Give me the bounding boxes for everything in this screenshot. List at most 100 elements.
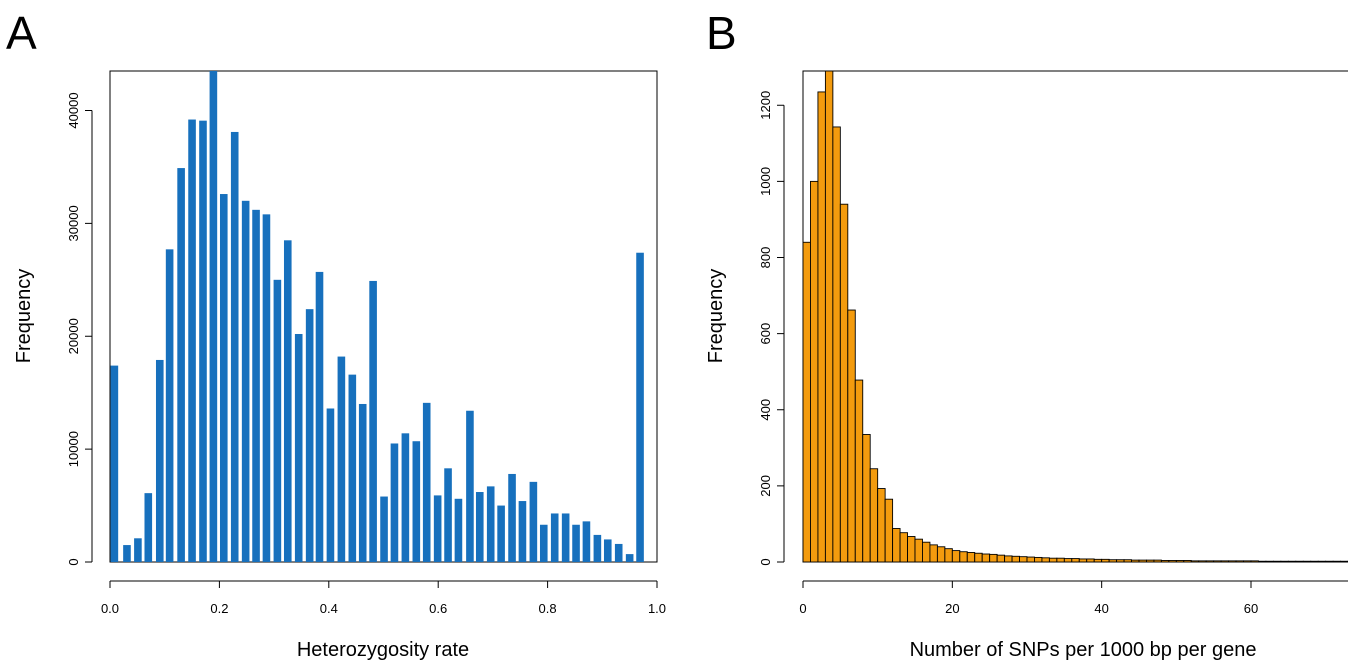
panel-b-bar	[1228, 560, 1237, 563]
panel-b-bar	[1243, 560, 1252, 563]
panel-a-bar	[486, 486, 495, 562]
panel-b-bar	[1272, 560, 1282, 563]
panel-a-bar	[326, 408, 335, 562]
panel-b-y-tick-label: 400	[758, 399, 773, 421]
panel-b-bar	[884, 498, 894, 563]
panel-b-bar	[1280, 560, 1289, 563]
panel-b-y-tick-label: 600	[758, 323, 773, 345]
panel-b-bar	[1198, 560, 1207, 563]
panel-a-bar	[572, 524, 580, 562]
panel-a-bar	[144, 493, 153, 562]
panel-b-bar	[951, 550, 961, 563]
panel-a-bar	[199, 120, 207, 562]
panel-a-bar	[412, 441, 421, 562]
panel-b-bar	[869, 468, 879, 563]
panel-b-bar	[1160, 560, 1170, 563]
panel-b-x-tick-label: 40	[1094, 601, 1108, 616]
panel-b-letter: B	[706, 7, 737, 59]
panel-a-bar	[209, 71, 218, 562]
panel-b-bar	[1146, 559, 1155, 563]
panel-b-y-axis: 0 200 400 600 800 1000 1200	[758, 91, 785, 566]
panel-a-bar	[337, 356, 346, 562]
panel-b-bar	[1205, 560, 1215, 563]
panel-a-bar	[444, 468, 452, 562]
panel-a-bar	[550, 513, 559, 562]
panel-a-bar	[614, 543, 623, 562]
panel-b-bar	[1310, 560, 1319, 563]
panel-a-x-tick-label: 0.0	[101, 601, 119, 616]
panel-a-bar	[508, 473, 516, 562]
panel-a-bar	[294, 333, 303, 562]
panel-a-bar	[497, 505, 505, 562]
panel-b-bar	[1220, 560, 1230, 563]
panel-b-x-tick-label: 20	[945, 601, 959, 616]
panel-a-bar	[603, 539, 612, 562]
panel-b-x-axis: 0 20 40 60	[799, 580, 1348, 616]
panel-a-bar	[134, 538, 142, 562]
panel-a-bar	[155, 359, 164, 562]
panel-b-bar	[1235, 560, 1244, 563]
panel-b-bar	[899, 532, 908, 563]
panel-a-bar	[252, 209, 260, 563]
panel-b-bar	[1153, 559, 1162, 563]
panel-b-y-tick-label: 1000	[758, 167, 773, 196]
panel-b-bar	[1108, 559, 1118, 563]
panel-b-bar	[1258, 560, 1267, 563]
panel-a-bar	[518, 501, 527, 562]
panel-a-y-tick-label: 10000	[66, 431, 81, 467]
panel-b-bar	[810, 180, 819, 563]
panel-a-bar	[475, 492, 484, 562]
panel-b-y-axis-title: Frequency	[705, 269, 727, 364]
panel-a-x-tick-label: 0.2	[210, 601, 228, 616]
panel-b-bar	[847, 309, 856, 563]
panel-b-bar	[862, 434, 871, 563]
panel-a-y-tick-label: 0	[66, 558, 81, 565]
panel-a-bar	[593, 534, 602, 562]
panel-b-bar	[1041, 557, 1050, 563]
panel-a-bar	[401, 433, 410, 562]
panel-b-x-tick-label: 0	[799, 601, 806, 616]
panel-b-bar	[1340, 560, 1348, 563]
panel-a-letter: A	[6, 7, 37, 59]
panel-a-bar	[273, 279, 282, 562]
panel-b-bar	[1026, 556, 1035, 563]
panel-a-bar	[230, 131, 239, 562]
panel-a-y-axis-title: Frequency	[13, 269, 35, 364]
panel-b-bar	[914, 538, 923, 563]
panel-b-bar	[922, 541, 931, 563]
panel-a-bar	[636, 252, 644, 562]
panel-b-bar	[1078, 558, 1088, 563]
panel-a-x-tick-label: 0.4	[320, 601, 338, 616]
panel-b-bar	[1071, 558, 1080, 563]
panel-a-bar	[433, 495, 442, 562]
panel-b-bar	[1101, 558, 1110, 563]
panel-b-y-tick-label: 1200	[758, 91, 773, 120]
panel-b-y-tick-label: 0	[758, 558, 773, 565]
panel-b-bar	[832, 126, 841, 563]
panel-a-bar	[582, 521, 591, 562]
panel-b-bar	[1213, 560, 1222, 563]
panel-b-bar	[1317, 560, 1327, 563]
panel-b-y-tick-label: 200	[758, 475, 773, 497]
panel-a-bar	[348, 374, 357, 562]
panel-a-y-tick-label: 20000	[66, 318, 81, 354]
panel-b-bar	[1123, 559, 1132, 563]
panel-b-bar	[1011, 555, 1020, 563]
panel-a-bar	[454, 498, 463, 562]
panel-b-bar	[944, 548, 953, 563]
panel-a-bar	[380, 496, 388, 562]
panel-b-bar	[892, 528, 901, 563]
panel-b-bar	[959, 551, 968, 563]
panel-a-x-tick-label: 0.8	[539, 601, 557, 616]
panel-b-bar	[1183, 560, 1192, 563]
panel-b-bar	[1019, 556, 1028, 563]
panel-a-bar	[188, 119, 196, 562]
panel-b-bar	[802, 241, 811, 563]
panel-b-bar	[936, 546, 946, 563]
panel-b-bar	[1034, 556, 1043, 563]
panel-a-bar	[529, 481, 538, 562]
panel-b-bar	[1325, 560, 1334, 563]
panel-b-bar	[1168, 560, 1177, 563]
panel-a-bar	[466, 410, 474, 562]
panel-b-bar	[1116, 559, 1125, 563]
